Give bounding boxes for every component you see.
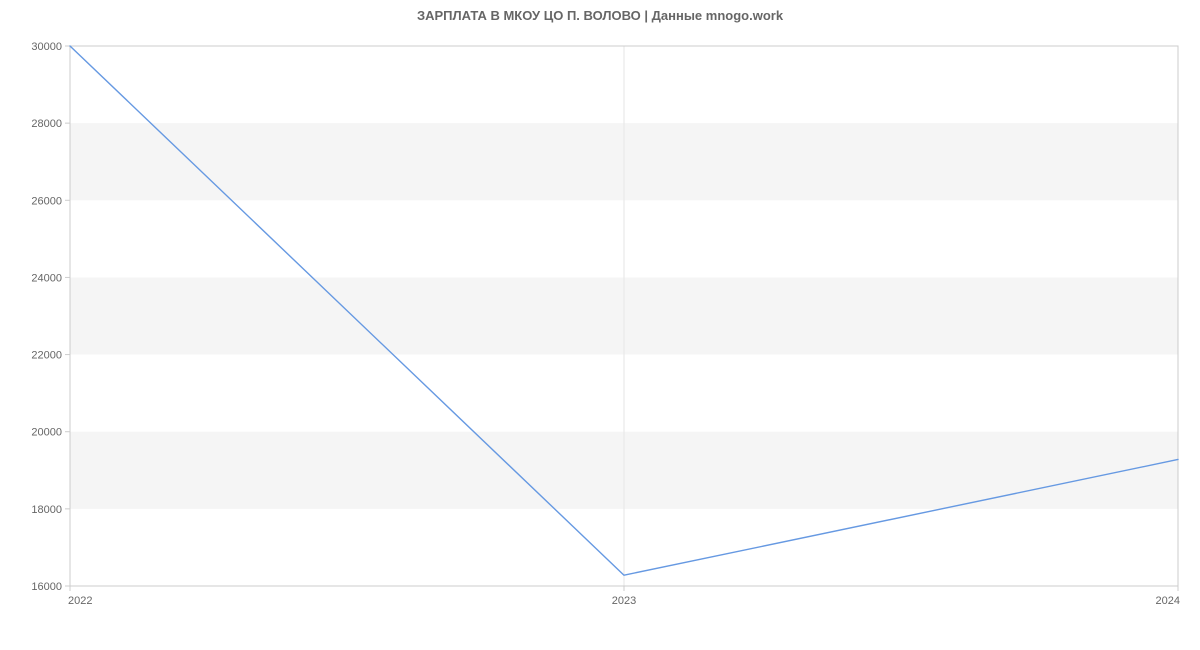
x-tick-label: 2022	[68, 595, 92, 607]
chart-svg: 16000 18000 20000 22000 24000 26000 28000 30000…	[0, 0, 1200, 650]
y-tick-label: 18000	[31, 504, 62, 516]
y-tick-label: 16000	[31, 581, 62, 593]
y-tick-label: 20000	[31, 427, 62, 439]
y-tick-label: 28000	[31, 118, 62, 130]
x-tick-label: 2024	[1156, 595, 1180, 607]
y-tick-label: 26000	[31, 195, 62, 207]
y-tick-label: 30000	[31, 41, 62, 53]
y-tick-label: 22000	[31, 350, 62, 362]
salary-line-chart: ЗАРПЛАТА В МКОУ ЦО П. ВОЛОВО | Данные mn…	[0, 0, 1200, 650]
y-tick-label: 24000	[31, 272, 62, 284]
chart-title: ЗАРПЛАТА В МКОУ ЦО П. ВОЛОВО | Данные mn…	[0, 8, 1200, 23]
x-tick-label: 2023	[612, 595, 636, 607]
